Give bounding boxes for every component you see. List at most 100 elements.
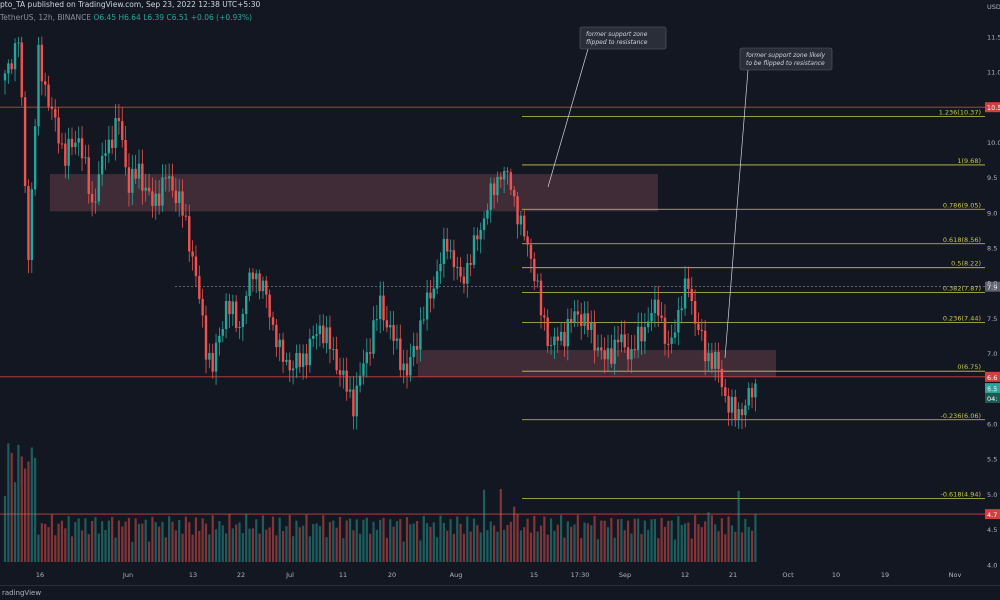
volume-bar [315, 523, 318, 562]
volume-bar [677, 516, 680, 562]
candle-body [245, 295, 248, 314]
candle-body [141, 163, 144, 191]
volume-bar [154, 522, 157, 562]
candle-body [7, 63, 10, 74]
volume-bar [80, 530, 84, 562]
volume-bar [523, 527, 526, 562]
volume-bar [255, 519, 258, 562]
candle-body [318, 325, 322, 335]
candle-body [492, 183, 496, 196]
price-badge [985, 392, 1000, 403]
volume-bar [235, 524, 238, 562]
annotation-text: former support zone likely [746, 52, 825, 59]
candle-body [643, 327, 647, 342]
volume-bar [67, 516, 70, 562]
candle-body [358, 375, 362, 386]
candle-body [84, 157, 87, 159]
candle-body [97, 174, 100, 202]
resistance-badge [985, 509, 1000, 520]
candle-body [600, 347, 603, 351]
candle-body [566, 318, 569, 347]
volume-bar [308, 536, 311, 562]
candle-body [167, 176, 171, 179]
candle-body [526, 236, 529, 245]
candle-body [134, 168, 137, 179]
volume-bar [432, 522, 435, 562]
time-tick: Sep [619, 571, 631, 579]
volume-bar [178, 520, 181, 562]
candle-body [355, 385, 358, 417]
volume-bar [486, 530, 489, 562]
price-badge-label: 6.5 [987, 385, 997, 393]
volume-bar [214, 529, 218, 562]
candle-body [533, 258, 536, 282]
candle-body [596, 347, 600, 351]
candle-body [117, 118, 121, 122]
candle-body [556, 336, 559, 341]
candle-body [335, 349, 338, 371]
volume-bar [402, 541, 405, 562]
candle-body [747, 387, 750, 406]
price-badge-label: 04: [987, 395, 997, 403]
price-badge [985, 383, 1000, 394]
volume-bar [439, 515, 442, 562]
candle-body [673, 332, 677, 338]
price-tick: 4.5 [987, 526, 997, 534]
volume-bar [422, 515, 425, 562]
fib-label: 0.236(7.44) [943, 315, 981, 323]
candle-body [559, 331, 563, 341]
volume-bar [673, 539, 677, 562]
footer-bar: radingView [0, 585, 1000, 600]
candle-body [683, 278, 687, 309]
volume-bar [405, 517, 409, 562]
candle-body [650, 313, 653, 322]
volume-bar [754, 514, 757, 562]
candle-body [502, 171, 506, 180]
volume-bar [201, 518, 204, 562]
volume-bar [161, 521, 164, 562]
volume-bar [442, 522, 445, 562]
volume-bar [365, 517, 368, 562]
candle-body [238, 326, 241, 328]
volume-bar [395, 521, 399, 562]
candle-body [700, 329, 703, 331]
volume-bar [194, 517, 198, 562]
volume-bar [570, 526, 573, 562]
candle-body [178, 191, 181, 204]
candle-body [285, 359, 288, 362]
candle-body [640, 326, 643, 342]
candle-body [606, 348, 610, 360]
volume-bar [265, 529, 268, 562]
candle-body [693, 301, 697, 324]
volume-bar [566, 521, 569, 562]
volume-bar [77, 518, 80, 562]
volume-bar [489, 521, 492, 562]
candle-body [332, 349, 335, 351]
volume-bar [744, 518, 747, 562]
candle-body [255, 273, 258, 280]
candle-body [365, 352, 368, 364]
brand-label: radingView [2, 589, 42, 597]
volume-bar [670, 520, 673, 562]
candle-body [620, 334, 623, 343]
volume-bar [700, 527, 703, 562]
volume-bar [650, 519, 653, 562]
candle-body [27, 185, 30, 260]
volume-bar [519, 530, 522, 562]
volume-bar [580, 538, 583, 562]
volume-bar [54, 535, 57, 562]
time-tick: 22 [237, 571, 245, 579]
volume-bar [750, 530, 754, 562]
time-tick: 13 [189, 571, 197, 579]
candle-body [476, 235, 479, 240]
time-tick: 11 [339, 571, 347, 579]
candle-body [325, 327, 328, 344]
price-tick: 9.0 [987, 209, 997, 217]
time-tick: 15 [530, 571, 538, 579]
volume-bar [241, 533, 244, 562]
candle-body [519, 215, 523, 225]
volume-bar [513, 506, 516, 562]
volume-bar [710, 515, 713, 562]
candle-body [124, 139, 127, 168]
